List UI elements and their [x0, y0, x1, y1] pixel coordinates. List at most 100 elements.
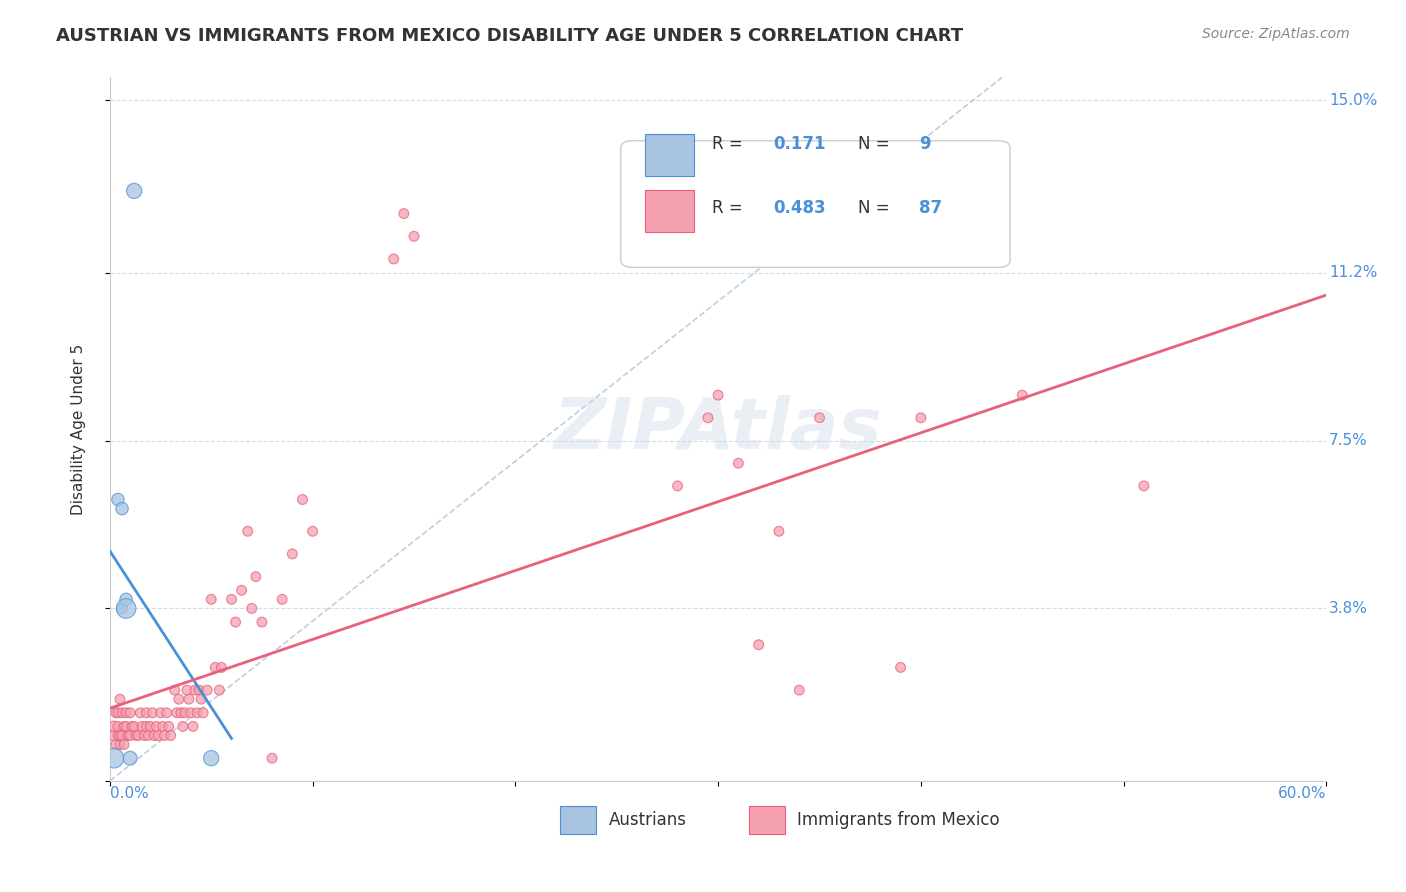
FancyBboxPatch shape	[645, 134, 693, 176]
Point	[188, 683, 211, 698]
Point	[748, 638, 770, 652]
Point	[172, 719, 194, 733]
Point	[107, 719, 129, 733]
Point	[125, 729, 148, 743]
Point	[104, 706, 127, 720]
Point	[245, 569, 267, 583]
Text: 87: 87	[920, 199, 942, 217]
Point	[139, 719, 162, 733]
Point	[111, 501, 134, 516]
Text: 60.0%: 60.0%	[1278, 787, 1326, 802]
Point	[108, 729, 131, 743]
Point	[112, 738, 135, 752]
Point	[103, 751, 125, 765]
FancyBboxPatch shape	[645, 190, 693, 232]
Text: 0.483: 0.483	[773, 199, 825, 217]
Point	[707, 388, 730, 402]
Point	[117, 729, 139, 743]
Text: 11.2%: 11.2%	[1329, 265, 1378, 280]
Point	[177, 692, 200, 706]
Point	[180, 706, 202, 720]
Point	[166, 706, 188, 720]
Point	[163, 683, 186, 698]
Point	[148, 729, 170, 743]
Text: Immigrants from Mexico: Immigrants from Mexico	[797, 811, 1000, 829]
Point	[727, 456, 749, 470]
Point	[250, 615, 273, 629]
Text: N =: N =	[858, 199, 890, 217]
Point	[181, 719, 204, 733]
Point	[221, 592, 243, 607]
Point	[176, 683, 198, 698]
Point	[153, 729, 176, 743]
Point	[291, 492, 314, 507]
Point	[204, 660, 226, 674]
Point	[209, 660, 232, 674]
Point	[103, 719, 125, 733]
Point	[236, 524, 259, 539]
Point	[122, 719, 145, 733]
Point	[666, 479, 689, 493]
Point	[170, 706, 193, 720]
Point	[152, 719, 174, 733]
Point	[271, 592, 294, 607]
Text: 0.171: 0.171	[773, 136, 825, 153]
Text: 15.0%: 15.0%	[1329, 93, 1378, 108]
Point	[134, 729, 156, 743]
Point	[382, 252, 405, 266]
Point	[115, 719, 138, 733]
Point	[697, 410, 720, 425]
Point	[143, 729, 166, 743]
Point	[231, 583, 253, 598]
Point	[120, 706, 142, 720]
Point	[173, 706, 195, 720]
Point	[122, 184, 145, 198]
Text: 7.5%: 7.5%	[1329, 433, 1368, 448]
Point	[1011, 388, 1033, 402]
Point	[107, 706, 129, 720]
Point	[112, 719, 135, 733]
Point	[115, 706, 138, 720]
Point	[208, 683, 231, 698]
Point	[184, 683, 207, 698]
Point	[149, 706, 172, 720]
Text: R =: R =	[711, 199, 742, 217]
Point	[260, 751, 283, 765]
FancyBboxPatch shape	[621, 141, 1010, 268]
Point	[191, 706, 214, 720]
Point	[127, 729, 149, 743]
Point	[120, 729, 142, 743]
Point	[121, 719, 143, 733]
Point	[135, 719, 157, 733]
Point	[190, 692, 212, 706]
FancyBboxPatch shape	[748, 805, 785, 834]
Text: Austrians: Austrians	[609, 811, 686, 829]
Point	[141, 706, 163, 720]
Text: ZIPAtlas: ZIPAtlas	[554, 394, 883, 464]
Text: Source: ZipAtlas.com: Source: ZipAtlas.com	[1202, 27, 1350, 41]
Point	[787, 683, 810, 698]
Text: R =: R =	[711, 136, 742, 153]
Point	[167, 692, 190, 706]
Point	[129, 706, 152, 720]
Point	[768, 524, 790, 539]
Point	[138, 729, 160, 743]
FancyBboxPatch shape	[560, 805, 596, 834]
Point	[402, 229, 425, 244]
Point	[111, 729, 134, 743]
Text: 9: 9	[920, 136, 931, 153]
Point	[200, 592, 222, 607]
Point	[195, 683, 218, 698]
Point	[115, 592, 138, 607]
Point	[145, 719, 167, 733]
Point	[156, 706, 179, 720]
Point	[240, 601, 263, 615]
Y-axis label: Disability Age Under 5: Disability Age Under 5	[72, 343, 86, 515]
Point	[115, 601, 138, 615]
Point	[108, 738, 131, 752]
Point	[1133, 479, 1156, 493]
Text: 0.0%: 0.0%	[110, 787, 149, 802]
Point	[104, 738, 127, 752]
Point	[135, 706, 157, 720]
Point	[159, 729, 181, 743]
